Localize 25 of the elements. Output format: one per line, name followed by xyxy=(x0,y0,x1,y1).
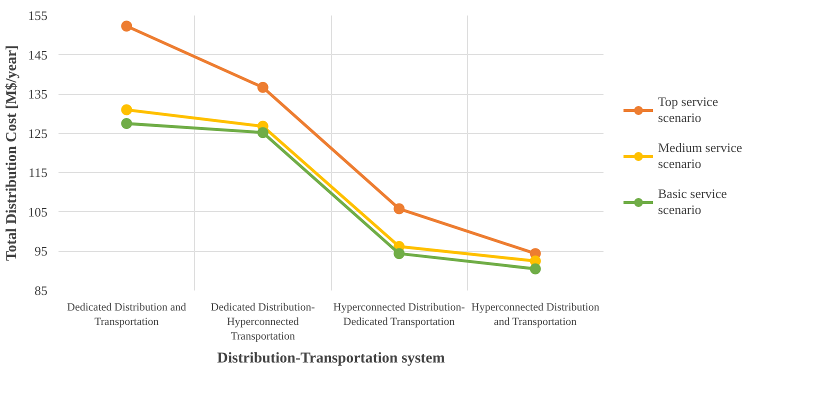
point xyxy=(121,20,132,32)
point xyxy=(394,203,405,214)
point xyxy=(257,82,268,93)
legend-label: Basic service scenario xyxy=(658,186,727,218)
legend-label: Top service scenario xyxy=(658,94,718,126)
y-tick-label: 85 xyxy=(34,283,48,298)
y-tick-label: 105 xyxy=(28,204,48,220)
y-tick-label: 115 xyxy=(28,165,48,180)
x-tick-label: Hyperconnected Distribution-Dedicated Transportation xyxy=(333,302,466,328)
point xyxy=(121,104,132,116)
y-axis-title: Total Distribution Cost [M$/year] xyxy=(4,45,20,261)
point xyxy=(530,263,541,274)
x-tick-label: Dedicated Distribution and Transportation xyxy=(67,302,187,328)
point xyxy=(394,248,405,260)
legend-label: Medium service scenario xyxy=(658,140,742,172)
x-axis-title: Distribution-Transportation system xyxy=(217,350,446,366)
point xyxy=(257,127,268,138)
y-tick-label: 95 xyxy=(34,244,48,259)
x-tick-label: Dedicated Distribution-Hyperconnected Transportation xyxy=(210,302,316,342)
point xyxy=(121,118,132,130)
y-tick-label: 145 xyxy=(28,47,48,62)
x-tick-label: Hyperconnected Distribution and Transportation xyxy=(471,302,600,328)
y-tick-label: 125 xyxy=(28,126,48,141)
y-tick-label: 135 xyxy=(28,86,48,102)
y-tick-label: 155 xyxy=(28,8,48,23)
